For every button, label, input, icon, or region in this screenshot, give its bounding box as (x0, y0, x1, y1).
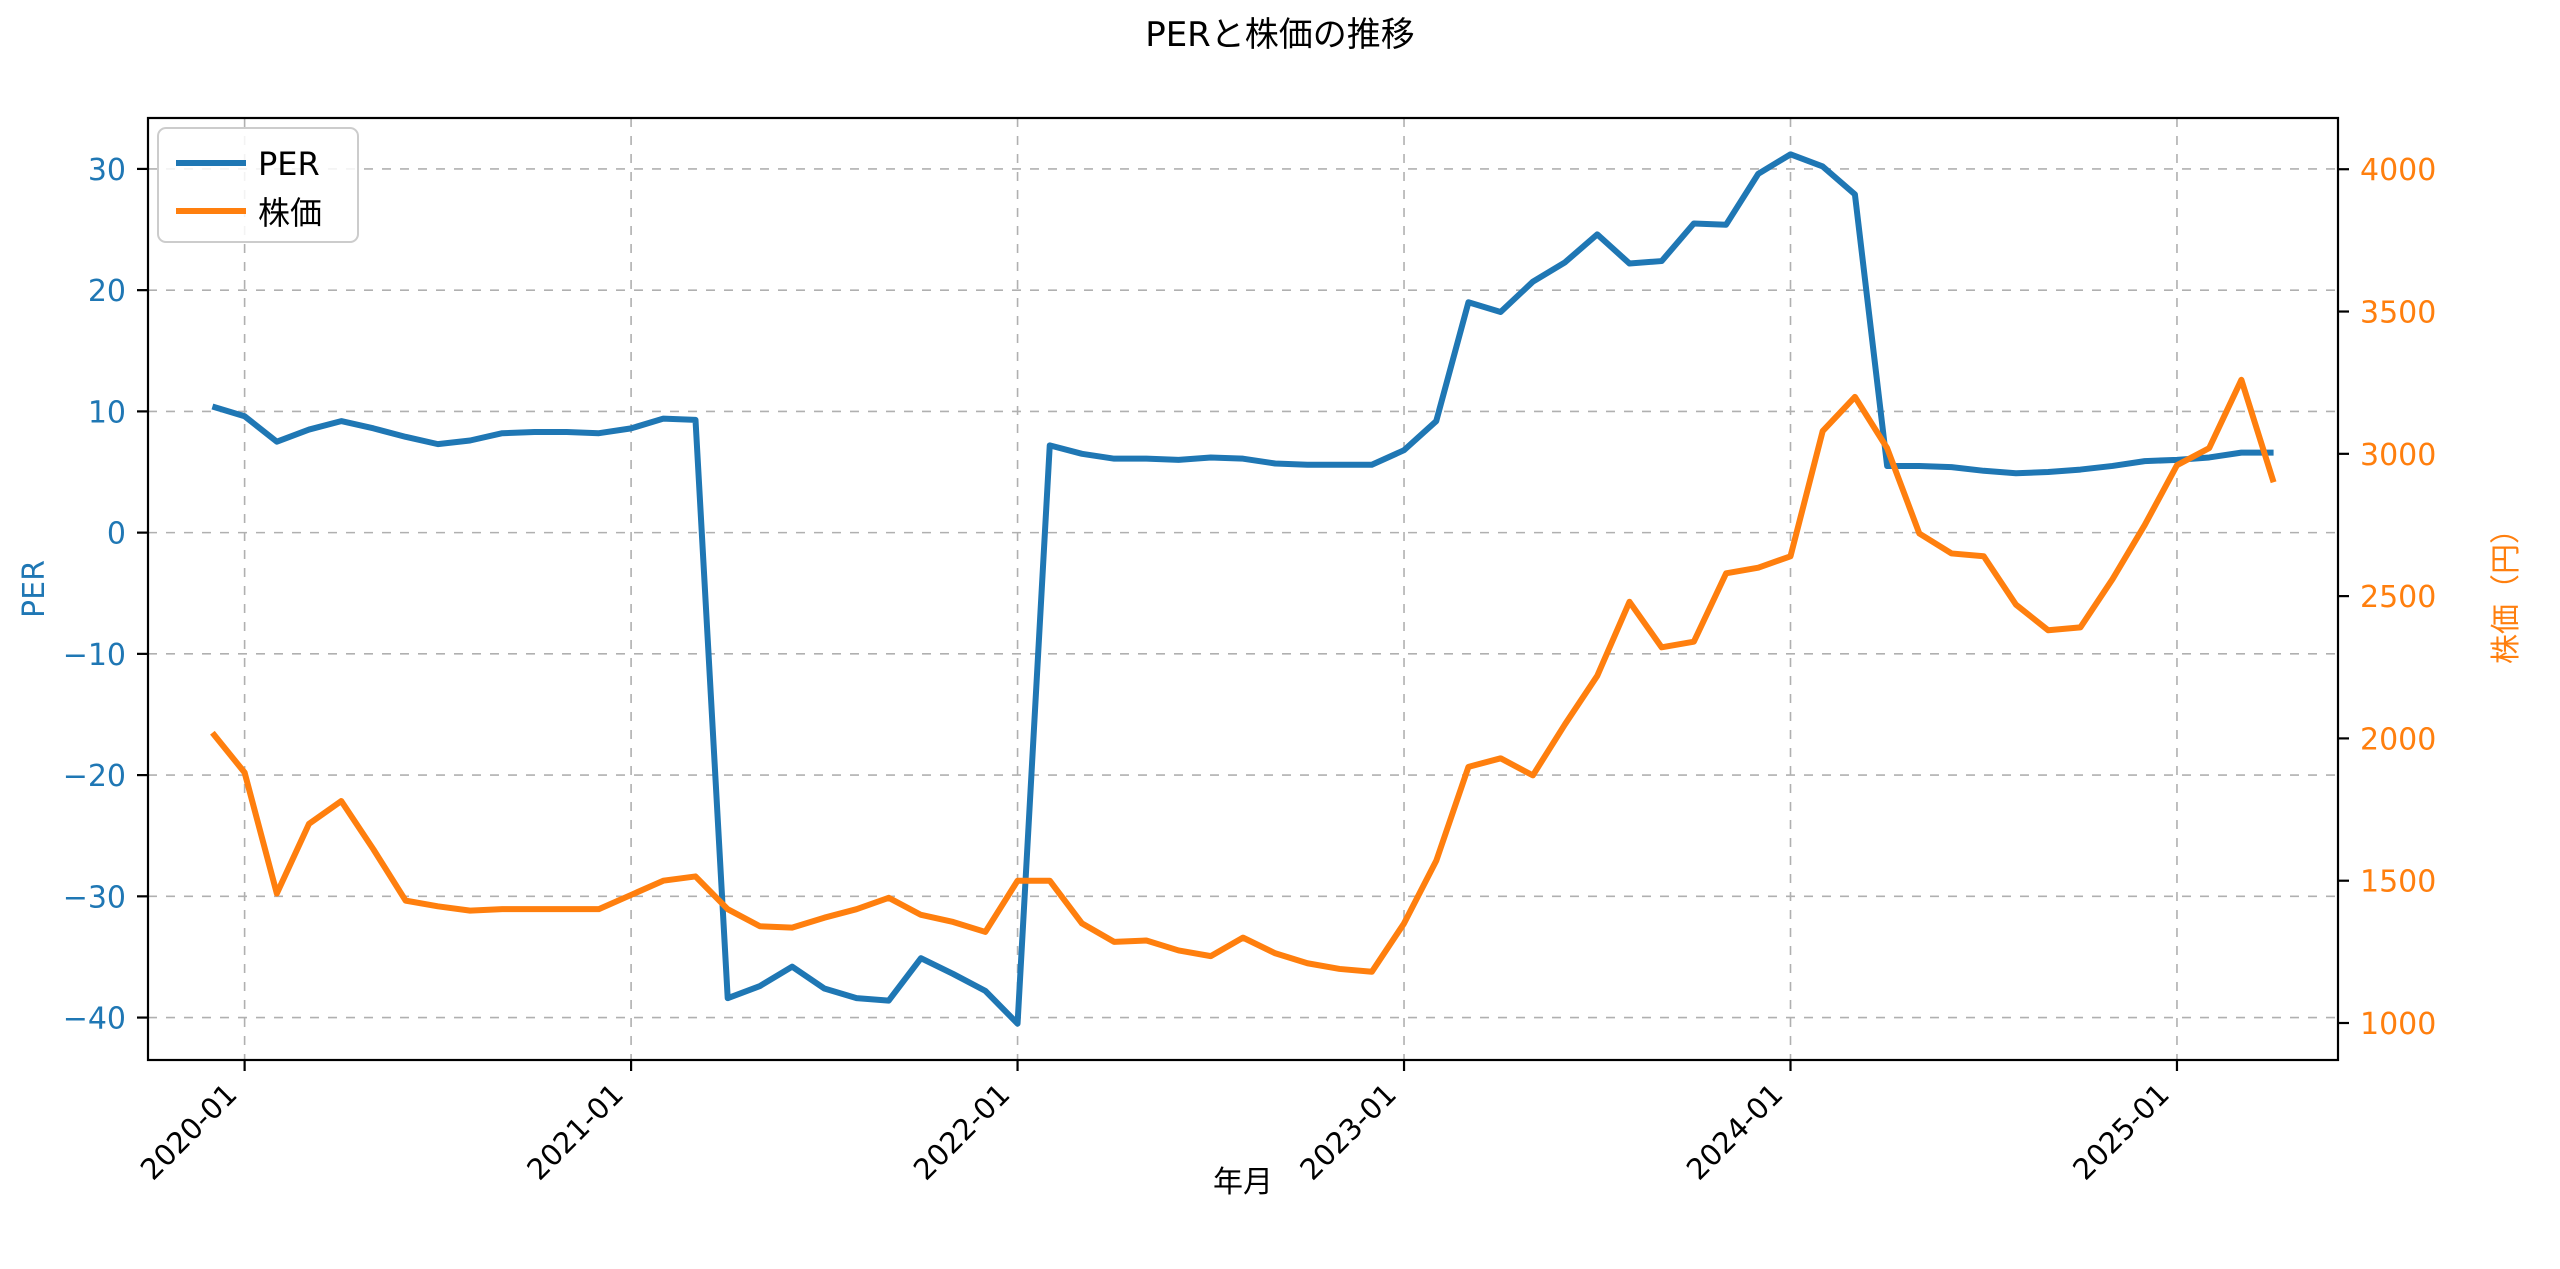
chart-title: PERと株価の推移 (1145, 15, 1415, 55)
plot-frame (146, 116, 2340, 1062)
left-axis-tick-labels: 30 20 10 0 −10 −20 −30 −40 (63, 153, 126, 1037)
tick-label-left: 10 (88, 395, 126, 430)
data-series-group (210, 151, 2277, 1027)
tick-label-right: 2000 (2360, 722, 2436, 757)
vertical-gridlines (243, 118, 2178, 1060)
tick-label-right: 1000 (2360, 1007, 2436, 1042)
tick-label-left: 30 (88, 153, 126, 188)
tick-label-left: −40 (63, 1002, 126, 1037)
tick-label-left: −10 (63, 638, 126, 673)
tick-label-right: 4000 (2360, 153, 2436, 188)
left-axis-label: PER (17, 560, 52, 618)
tick-label-left: 0 (107, 517, 126, 552)
tick-label-left: −30 (63, 880, 126, 915)
plot-spines (146, 116, 2340, 1062)
horizontal-gridlines (148, 168, 2338, 1019)
right-axis-tickmarks (2338, 168, 2349, 1025)
series-line-price (210, 376, 2277, 975)
tick-label-right: 2500 (2360, 580, 2436, 615)
legend-label-per: PER (258, 145, 320, 183)
left-axis-tickmarks (137, 167, 148, 1019)
series-line-per (211, 151, 2274, 1027)
legend-label-price: 株価 (258, 194, 322, 232)
chart-legend[interactable]: PER 株価 (157, 127, 359, 243)
tick-label-right: 1500 (2360, 865, 2436, 900)
x-axis-tickmarks (243, 1060, 2179, 1071)
x-axis-label: 年月 (1213, 1165, 1273, 1200)
right-axis-tick-labels: 4000 3500 3000 2500 2000 1500 1000 (2360, 153, 2436, 1042)
tick-label-left: 20 (88, 274, 126, 309)
tick-label-right: 3500 (2360, 296, 2436, 331)
tick-label-right: 3000 (2360, 438, 2436, 473)
tick-label-left: −20 (63, 759, 126, 794)
right-axis-label: 株価（円） (2489, 514, 2524, 664)
